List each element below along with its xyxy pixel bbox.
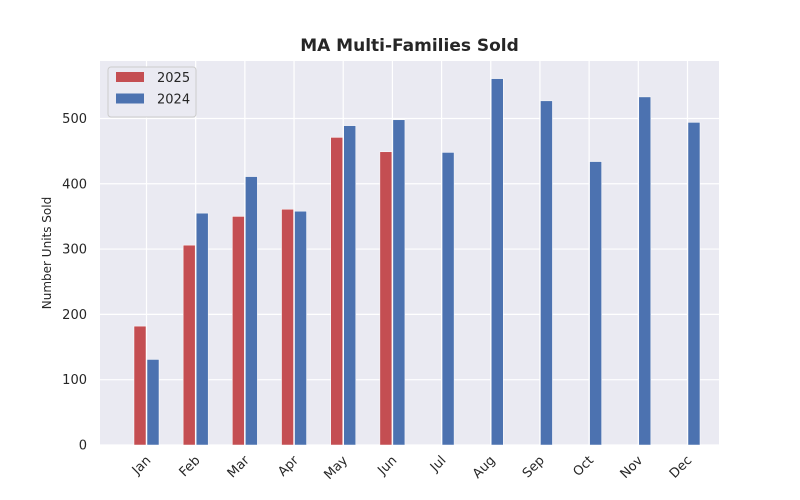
x-tick-label-jul: Jul <box>427 453 449 475</box>
x-tick-label-nov: Nov <box>618 453 647 482</box>
bar-2024-may <box>343 125 356 446</box>
bar-2024-jul <box>441 152 455 446</box>
bar-2024-jun <box>392 119 406 446</box>
legend-label-2025: 2025 <box>157 71 190 86</box>
bar-2024-nov <box>638 96 652 446</box>
bar-2025-apr <box>281 208 294 446</box>
bar-2025-jun <box>379 151 393 446</box>
y-axis-label: Number Units Sold <box>40 197 54 309</box>
x-tick-label-apr: Apr <box>275 453 302 480</box>
x-tick-label-mar: Mar <box>225 453 253 481</box>
x-tick-label-jun: Jun <box>375 453 401 479</box>
y-tick-label: 500 <box>62 112 87 127</box>
x-tick-label-sep: Sep <box>520 453 548 481</box>
bar-2025-mar <box>232 216 245 446</box>
bar-2025-jan <box>133 325 147 446</box>
bar-2024-apr <box>294 210 307 446</box>
chart-title: MA Multi-Families Sold <box>300 36 519 56</box>
bar-2024-sep <box>540 100 553 446</box>
bars <box>133 78 701 446</box>
bar-2024-oct <box>589 161 602 446</box>
legend-label-2024: 2024 <box>157 93 190 108</box>
bar-2025-feb <box>182 244 196 446</box>
bar-2024-mar <box>245 176 258 446</box>
legend-swatch-2025 <box>116 72 144 82</box>
bar-2024-aug <box>491 78 504 446</box>
x-tick-label-dec: Dec <box>667 453 695 481</box>
legend: 2025 2024 <box>107 66 197 118</box>
y-tick-label: 200 <box>62 308 87 323</box>
x-tick-label-oct: Oct <box>570 453 597 480</box>
x-tick-label-aug: Aug <box>470 453 499 482</box>
x-tick-label-feb: Feb <box>177 453 204 480</box>
bar-2024-dec <box>687 122 701 446</box>
y-tick-labels: 0 100 200 300 400 500 <box>62 112 87 454</box>
legend-swatch-2024 <box>116 93 144 104</box>
y-tick-label: 300 <box>62 243 87 258</box>
bar-2025-may <box>330 137 343 446</box>
y-tick-label: 0 <box>79 439 87 454</box>
bar-2024-jan <box>146 359 160 446</box>
y-tick-label: 100 <box>62 373 87 388</box>
bar-2024-feb <box>195 212 209 446</box>
y-tick-label: 400 <box>62 177 87 192</box>
x-tick-label-may: May <box>321 453 351 483</box>
x-tick-label-jan: Jan <box>129 453 154 478</box>
x-tick-labels: Jan Feb Mar Apr May Jun Jul Aug Sep Oct Nov Dec <box>129 453 695 483</box>
